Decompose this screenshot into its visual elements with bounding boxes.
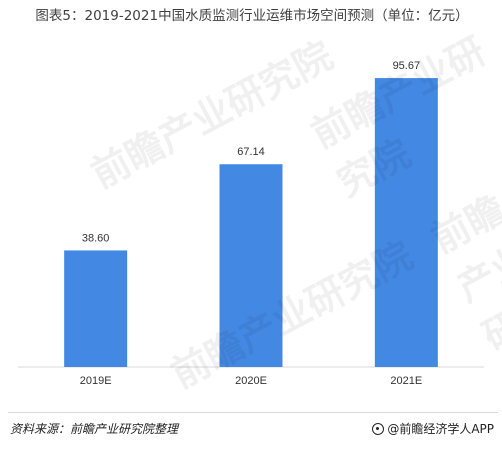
brand-logo-icon (372, 422, 385, 435)
data-label-2020E: 67.14 (237, 146, 265, 158)
brand-credit: @前瞻经济学人APP (372, 420, 494, 437)
x-tick-label-2019E: 2019E (80, 375, 112, 387)
x-tick-label-2021E: 2021E (390, 375, 422, 387)
brand-label: @前瞻经济学人APP (387, 422, 494, 436)
footer-divider (8, 412, 498, 413)
chart-title: 图表5：2019-2021中国水质监测行业运维市场空间预测（单位：亿元） (35, 8, 469, 24)
bar-2019E (64, 250, 128, 367)
bar-2021E (374, 78, 438, 367)
bar-2020E (219, 164, 283, 367)
source-note: 资料来源：前瞻产业研究院整理 (10, 422, 179, 436)
data-label-2021E: 95.67 (393, 60, 421, 72)
x-tick-label-2020E: 2020E (235, 375, 267, 387)
data-label-2019E: 38.60 (82, 232, 110, 244)
